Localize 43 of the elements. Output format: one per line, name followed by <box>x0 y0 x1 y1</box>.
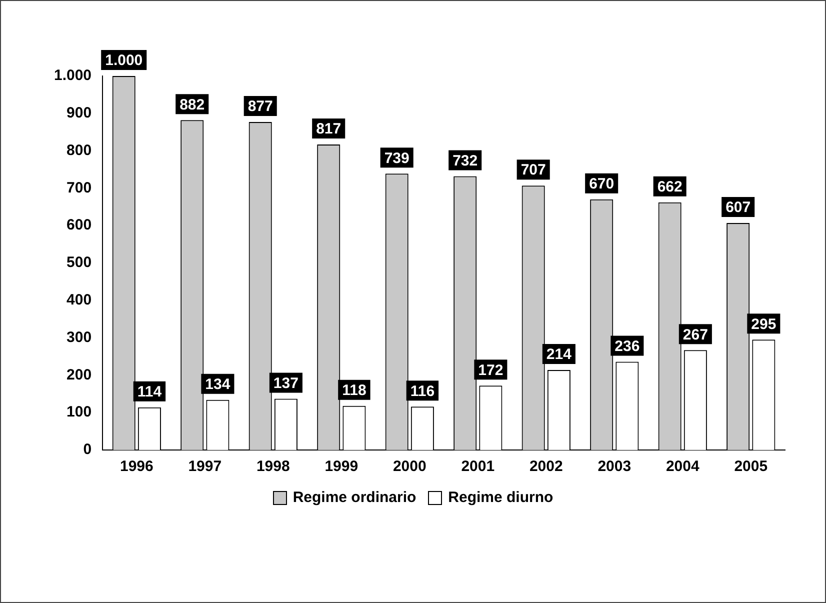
y-tick-label: 1.000 <box>54 67 92 84</box>
data-label: 662 <box>657 178 682 196</box>
x-tick-label: 1996 <box>120 458 154 476</box>
y-tick-label: 100 <box>66 404 92 421</box>
data-label: 295 <box>751 316 776 333</box>
data-label: 214 <box>546 346 572 364</box>
data-label: 134 <box>205 376 231 394</box>
y-tick-label: 500 <box>66 254 92 272</box>
data-label: 882 <box>180 96 205 114</box>
y-tick-label: 400 <box>66 292 92 309</box>
data-label: 739 <box>384 150 410 167</box>
y-tick-label: 0 <box>83 441 92 458</box>
x-tick-label: 1997 <box>188 458 222 476</box>
y-tick-label: 300 <box>66 328 92 346</box>
x-tick-label: 1999 <box>324 458 358 476</box>
x-tick-label: 2000 <box>392 458 426 476</box>
data-label: 137 <box>273 374 298 392</box>
x-tick-label: 2003 <box>598 458 632 476</box>
text: Regime diurno <box>448 489 554 506</box>
data-label: 236 <box>614 338 640 355</box>
data-label: 877 <box>248 98 273 116</box>
x-tick-label: 1998 <box>256 458 290 476</box>
x-tick-label: 2005 <box>734 458 768 476</box>
y-tick-label: 600 <box>66 216 92 234</box>
data-label: 267 <box>682 326 708 344</box>
data-label: 114 <box>137 384 162 401</box>
data-label: 732 <box>452 152 478 170</box>
data-label: 118 <box>342 382 366 400</box>
y-tick-label: 800 <box>66 142 92 159</box>
y-tick-label: 200 <box>66 366 92 384</box>
x-tick-label: 2002 <box>529 458 563 476</box>
data-label: 607 <box>726 199 751 216</box>
data-label: 116 <box>410 382 435 400</box>
data-label: 670 <box>589 176 614 193</box>
y-tick-label: 900 <box>66 104 92 122</box>
x-tick-label: 2004 <box>666 458 700 476</box>
legend-label: Regime ordinario <box>292 489 416 506</box>
x-tick-label: 2001 <box>461 458 495 476</box>
data-label: 707 <box>520 162 546 179</box>
data-label: 817 <box>316 120 342 138</box>
data-label: 1.000 <box>105 52 143 70</box>
data-label: 172 <box>478 362 504 379</box>
y-tick-label: 700 <box>66 179 92 196</box>
